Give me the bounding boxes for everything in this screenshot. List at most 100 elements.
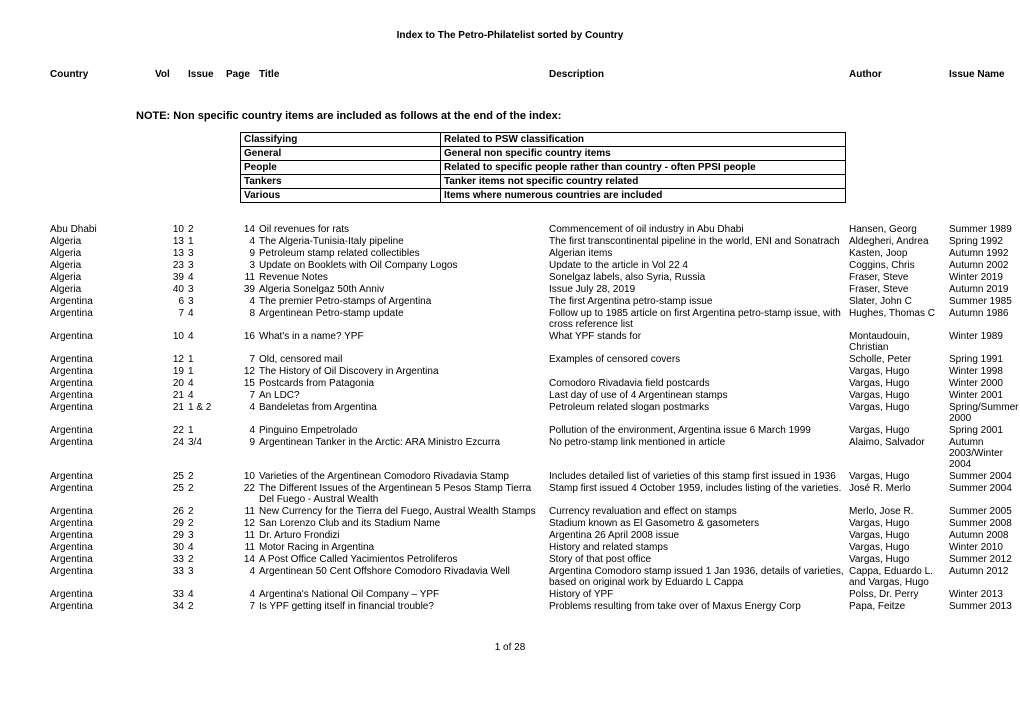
cell-title: Argentinean 50 Cent Offshore Comodoro Ri… — [259, 566, 549, 577]
cell-country: Argentina — [50, 554, 155, 565]
cell-issue-name: Autumn 1986 — [949, 308, 1020, 319]
table-row: Argentina748Argentinean Petro-stamp upda… — [50, 307, 970, 330]
cell-issue-name: Autumn 1992 — [949, 248, 1020, 259]
cell-author: Hansen, Georg — [849, 224, 949, 235]
cell-page: 11 — [226, 506, 259, 517]
cell-country: Argentina — [50, 589, 155, 600]
table-row: Argentina29311Dr. Arturo FrondiziArgenti… — [50, 529, 970, 541]
cell-description: Petroleum related slogan postmarks — [549, 402, 849, 413]
cell-vol: 10 — [155, 331, 188, 342]
cell-description: Issue July 28, 2019 — [549, 284, 849, 295]
cell-page: 39 — [226, 284, 259, 295]
cell-vol: 19 — [155, 366, 188, 377]
cell-issue-name: Summer 2005 — [949, 506, 1020, 517]
cell-issue-name: Winter 2001 — [949, 390, 1020, 401]
classifying-row: GeneralGeneral non specific country item… — [241, 147, 846, 161]
cell-issue-name: Summer 1985 — [949, 296, 1020, 307]
cell-vol: 25 — [155, 471, 188, 482]
cell-vol: 40 — [155, 284, 188, 295]
cell-issue: 2 — [188, 554, 226, 565]
cell-title: Algeria Sonelgaz 50th Anniv — [259, 284, 549, 295]
cell-page: 7 — [226, 390, 259, 401]
cell-description: Commencement of oil industry in Abu Dhab… — [549, 224, 849, 235]
classifying-key: Classifying — [241, 133, 441, 147]
cell-page: 4 — [226, 236, 259, 247]
cell-title: Argentinean Petro-stamp update — [259, 308, 549, 319]
cell-author: Kasten, Joop — [849, 248, 949, 259]
classifying-value: Related to PSW classification — [441, 133, 846, 147]
cell-page: 11 — [226, 272, 259, 283]
cell-author: Polss, Dr. Perry — [849, 589, 949, 600]
cell-description: Currency revaluation and effect on stamp… — [549, 506, 849, 517]
header-description: Description — [549, 69, 849, 80]
cell-author: Papa, Feitze — [849, 601, 949, 612]
classifying-key: People — [241, 161, 441, 175]
cell-description: History and related stamps — [549, 542, 849, 553]
cell-description: No petro-stamp link mentioned in article — [549, 437, 849, 448]
cell-country: Argentina — [50, 425, 155, 436]
index-rows: Abu Dhabi10214Oil revenues for ratsComme… — [50, 223, 970, 612]
cell-country: Argentina — [50, 378, 155, 389]
cell-title: What's in a name? YPF — [259, 331, 549, 342]
classifying-value: Items where numerous countries are inclu… — [441, 189, 846, 203]
cell-issue-name: Autumn 2002 — [949, 260, 1020, 271]
cell-country: Argentina — [50, 506, 155, 517]
cell-country: Argentina — [50, 542, 155, 553]
cell-page: 8 — [226, 308, 259, 319]
cell-issue: 3 — [188, 260, 226, 271]
header-page: Page — [226, 69, 259, 80]
table-row: Argentina10416What's in a name? YPFWhat … — [50, 330, 970, 353]
cell-vol: 22 — [155, 425, 188, 436]
cell-vol: 12 — [155, 354, 188, 365]
cell-author: José R. Merlo — [849, 483, 949, 494]
cell-description: What YPF stands for — [549, 331, 849, 342]
table-row: Argentina2147An LDC?Last day of use of 4… — [50, 389, 970, 401]
cell-country: Argentina — [50, 308, 155, 319]
cell-author: Vargas, Hugo — [849, 390, 949, 401]
cell-vol: 34 — [155, 601, 188, 612]
cell-country: Argentina — [50, 402, 155, 413]
cell-vol: 13 — [155, 248, 188, 259]
header-author: Author — [849, 69, 949, 80]
cell-page: 4 — [226, 566, 259, 577]
cell-page: 9 — [226, 437, 259, 448]
cell-page: 9 — [226, 248, 259, 259]
cell-title: The History of Oil Discovery in Argentin… — [259, 366, 549, 377]
cell-title: Bandeletas from Argentina — [259, 402, 549, 413]
cell-title: San Lorenzo Club and its Stadium Name — [259, 518, 549, 529]
cell-title: The Different Issues of the Argentinean … — [259, 483, 549, 505]
cell-country: Algeria — [50, 248, 155, 259]
cell-description: Last day of use of 4 Argentinean stamps — [549, 390, 849, 401]
cell-vol: 39 — [155, 272, 188, 283]
cell-issue-name: Autumn 2019 — [949, 284, 1020, 295]
table-row: Algeria2333Update on Booklets with Oil C… — [50, 259, 970, 271]
cell-issue-name: Summer 2013 — [949, 601, 1020, 612]
cell-issue: 3 — [188, 296, 226, 307]
cell-issue-name: Winter 1989 — [949, 331, 1020, 342]
cell-vol: 10 — [155, 224, 188, 235]
table-row: Argentina20415Postcards from PatagoniaCo… — [50, 377, 970, 389]
cell-country: Argentina — [50, 437, 155, 448]
cell-country: Algeria — [50, 284, 155, 295]
cell-author: Montaudouin, Christian — [849, 331, 949, 353]
table-row: Argentina1217Old, censored mailExamples … — [50, 353, 970, 365]
cell-author: Coggins, Chris — [849, 260, 949, 271]
column-headers: Country Vol Issue Page Title Description… — [50, 69, 970, 82]
cell-vol: 29 — [155, 518, 188, 529]
cell-description: History of YPF — [549, 589, 849, 600]
cell-issue-name: Winter 2010 — [949, 542, 1020, 553]
cell-author: Vargas, Hugo — [849, 425, 949, 436]
header-country: Country — [50, 69, 155, 80]
cell-issue: 1 — [188, 236, 226, 247]
cell-vol: 25 — [155, 483, 188, 494]
classifying-table: ClassifyingRelated to PSW classification… — [240, 132, 846, 203]
classifying-key: Tankers — [241, 175, 441, 189]
cell-issue: 2 — [188, 518, 226, 529]
classifying-row: PeopleRelated to specific people rather … — [241, 161, 846, 175]
cell-title: Motor Racing in Argentina — [259, 542, 549, 553]
table-row: Argentina30411Motor Racing in ArgentinaH… — [50, 541, 970, 553]
cell-page: 16 — [226, 331, 259, 342]
cell-page: 12 — [226, 518, 259, 529]
cell-issue-name: Winter 2013 — [949, 589, 1020, 600]
cell-issue: 2 — [188, 483, 226, 494]
